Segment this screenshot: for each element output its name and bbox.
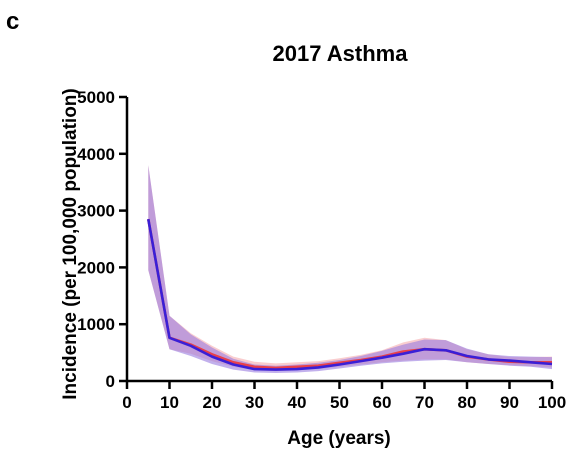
x-tick-label: 80 (458, 393, 477, 412)
x-tick-label: 20 (203, 393, 222, 412)
y-tick-label: 5000 (77, 88, 115, 107)
x-tick-label: 90 (500, 393, 519, 412)
series-1-confidence-band (148, 165, 553, 372)
x-tick-label: 0 (122, 393, 131, 412)
chart-title: 2017 Asthma (273, 41, 409, 66)
x-tick-label: 60 (373, 393, 392, 412)
y-axis-label: Incidence (per 100,000 population) (60, 88, 81, 399)
x-tick-label: 30 (245, 393, 264, 412)
x-tick-label: 50 (330, 393, 349, 412)
x-tick-label: 70 (415, 393, 434, 412)
series-2-confidence-band (148, 165, 553, 373)
confidence-bands (148, 165, 553, 373)
panel-letter: c (6, 8, 19, 35)
x-axis-ticks: 0 10 20 30 40 50 60 70 80 90 100 (122, 381, 566, 412)
y-tick-label: 4000 (77, 145, 115, 164)
y-axis-ticks: 0 1000 2000 3000 4000 5000 (77, 88, 127, 391)
x-tick-label: 40 (288, 393, 307, 412)
x-tick-label: 100 (538, 393, 566, 412)
y-tick-label: 3000 (77, 202, 115, 221)
y-tick-label: 2000 (77, 258, 115, 277)
x-tick-label: 10 (160, 393, 179, 412)
x-axis-label: Age (years) (287, 428, 391, 449)
y-tick-label: 0 (106, 372, 115, 391)
series-2-line (147, 218, 553, 371)
series-lines (147, 218, 553, 371)
y-tick-label: 1000 (77, 315, 115, 334)
